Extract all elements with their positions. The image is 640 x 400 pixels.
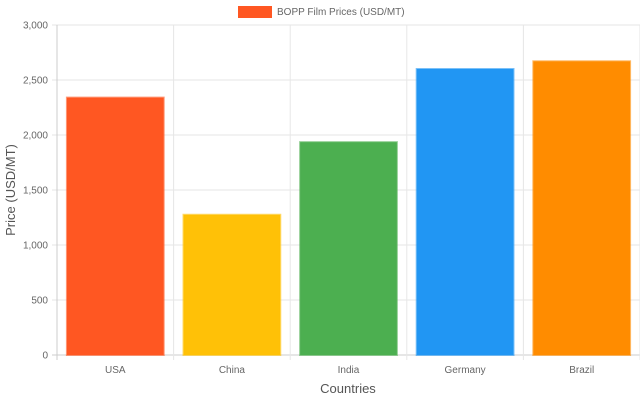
y-tick-label: 2,000 <box>23 131 48 142</box>
y-tick-label: 1,000 <box>23 241 48 252</box>
x-axis-title: Countries <box>320 381 376 396</box>
bar-india[interactable] <box>299 141 398 356</box>
bar-brazil[interactable] <box>532 60 632 357</box>
y-tick-label: 0 <box>42 351 48 362</box>
y-tick-label: 500 <box>31 296 48 307</box>
y-tick-label: 2,500 <box>23 76 48 87</box>
bar-germany[interactable] <box>415 68 515 356</box>
x-tick-label: Germany <box>445 365 486 376</box>
x-tick-label: Brazil <box>569 365 594 376</box>
y-axis-title: Price (USD/MT) <box>3 144 18 236</box>
bars <box>65 60 632 357</box>
y-tick-labels: 0 500 1,000 1,500 2,000 2,500 3,000 <box>23 21 48 362</box>
y-tick-label: 1,500 <box>23 186 48 197</box>
legend-swatch[interactable] <box>238 6 272 18</box>
legend-label[interactable]: BOPP Film Prices (USD/MT) <box>277 7 405 18</box>
x-tick-label: China <box>219 365 246 376</box>
legend[interactable]: BOPP Film Prices (USD/MT) <box>238 6 405 18</box>
x-tick-labels: USA China India Germany Brazil <box>105 365 594 376</box>
x-tick-label: India <box>338 365 360 376</box>
y-tick-label: 3,000 <box>23 21 48 32</box>
x-tick-label: USA <box>105 365 126 376</box>
bar-usa[interactable] <box>65 96 165 356</box>
bar-china[interactable] <box>182 213 282 356</box>
